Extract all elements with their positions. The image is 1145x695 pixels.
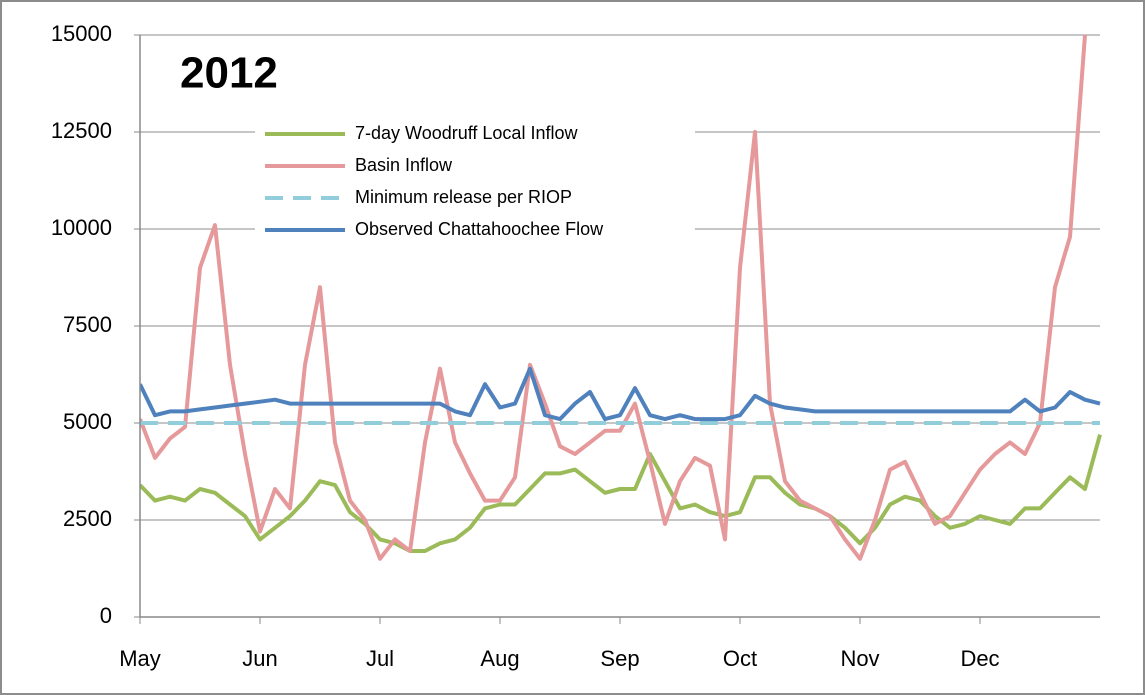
legend-label: Basin Inflow: [355, 155, 453, 175]
y-tick-label: 15000: [51, 21, 112, 46]
y-tick-label: 7500: [63, 312, 112, 337]
x-tick-label: Aug: [480, 646, 519, 671]
chart-title: 2012: [180, 49, 278, 98]
y-tick-label: 10000: [51, 215, 112, 240]
y-tick-label: 2500: [63, 506, 112, 531]
legend: 7-day Woodruff Local Inflow Basin Inflow M…: [265, 123, 604, 239]
y-tick-label: 0: [100, 603, 112, 628]
x-tick-label: May: [119, 646, 161, 671]
y-tick-label: 12500: [51, 118, 112, 143]
title-bg: [170, 45, 310, 105]
x-tick-label: Nov: [840, 646, 879, 671]
series-line: [140, 34, 1087, 561]
x-tick-label: Oct: [723, 646, 757, 671]
legend-bg: [255, 118, 695, 244]
x-tick-label: Jun: [242, 646, 277, 671]
legend-label: Observed Chattahoochee Flow: [355, 219, 604, 239]
series-line: [140, 366, 1101, 422]
x-tick-label: Jul: [366, 646, 394, 671]
x-tick-label: Sep: [600, 646, 639, 671]
legend-label: 7-day Woodruff Local Inflow: [355, 123, 578, 143]
x-tick-label: Dec: [960, 646, 999, 671]
y-tick-label: 5000: [63, 409, 112, 434]
legend-label: Minimum release per RIOP: [355, 187, 572, 207]
